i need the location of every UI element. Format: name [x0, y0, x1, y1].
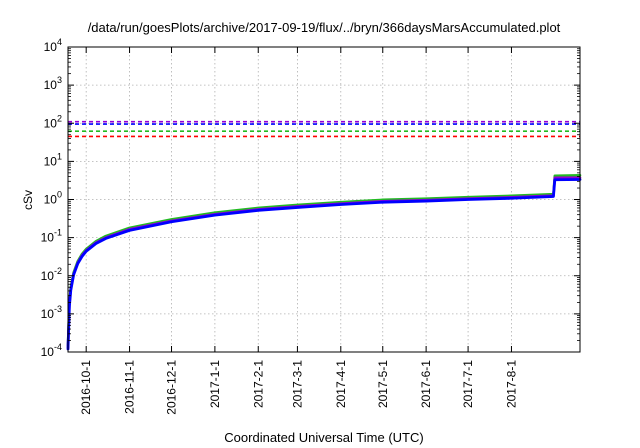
y-tick-label: 10-2	[41, 266, 62, 283]
x-tick-label: 2017-2-1	[251, 360, 265, 408]
y-tick-label: 10-1	[41, 228, 62, 245]
y-axis-label: cSv	[21, 190, 35, 210]
chart-title: /data/run/goesPlots/archive/2017-09-19/f…	[88, 20, 561, 35]
y-tick-label: 101	[44, 151, 62, 168]
x-tick-label: 2016-12-1	[165, 360, 179, 415]
x-tick-label: 2017-8-1	[504, 360, 518, 408]
y-axis: 10-4 10-3 10-2 10-1 100 101 102 103 104	[41, 37, 580, 359]
x-tick-label: 2016-11-1	[123, 360, 137, 414]
x-tick-label: 2017-4-1	[334, 360, 348, 408]
y-tick-label: 102	[44, 113, 62, 130]
x-axis-label: Coordinated Universal Time (UTC)	[224, 430, 423, 445]
y-tick-label: 10-4	[41, 342, 62, 359]
y-tick-label: 100	[44, 190, 62, 207]
x-tick-label: 2016-10-1	[79, 360, 93, 415]
y-tick-label: 104	[44, 37, 62, 54]
series-lines	[66, 174, 582, 351]
threshold-lines	[68, 120, 580, 138]
series-line	[66, 178, 582, 351]
x-tick-label: 2017-5-1	[376, 360, 390, 408]
y-tick-label: 10-3	[41, 304, 62, 321]
x-tick-label: 2017-3-1	[290, 360, 304, 408]
x-tick-label: 2017-7-1	[461, 360, 475, 408]
y-tick-label: 103	[44, 75, 62, 92]
x-tick-label: 2017-1-1	[208, 360, 222, 408]
grid	[68, 47, 580, 352]
x-tick-label: 2017-6-1	[419, 360, 433, 408]
x-axis: 2016-10-1 2016-11-1 2016-12-1 2017-1-1 2017-…	[79, 47, 518, 415]
